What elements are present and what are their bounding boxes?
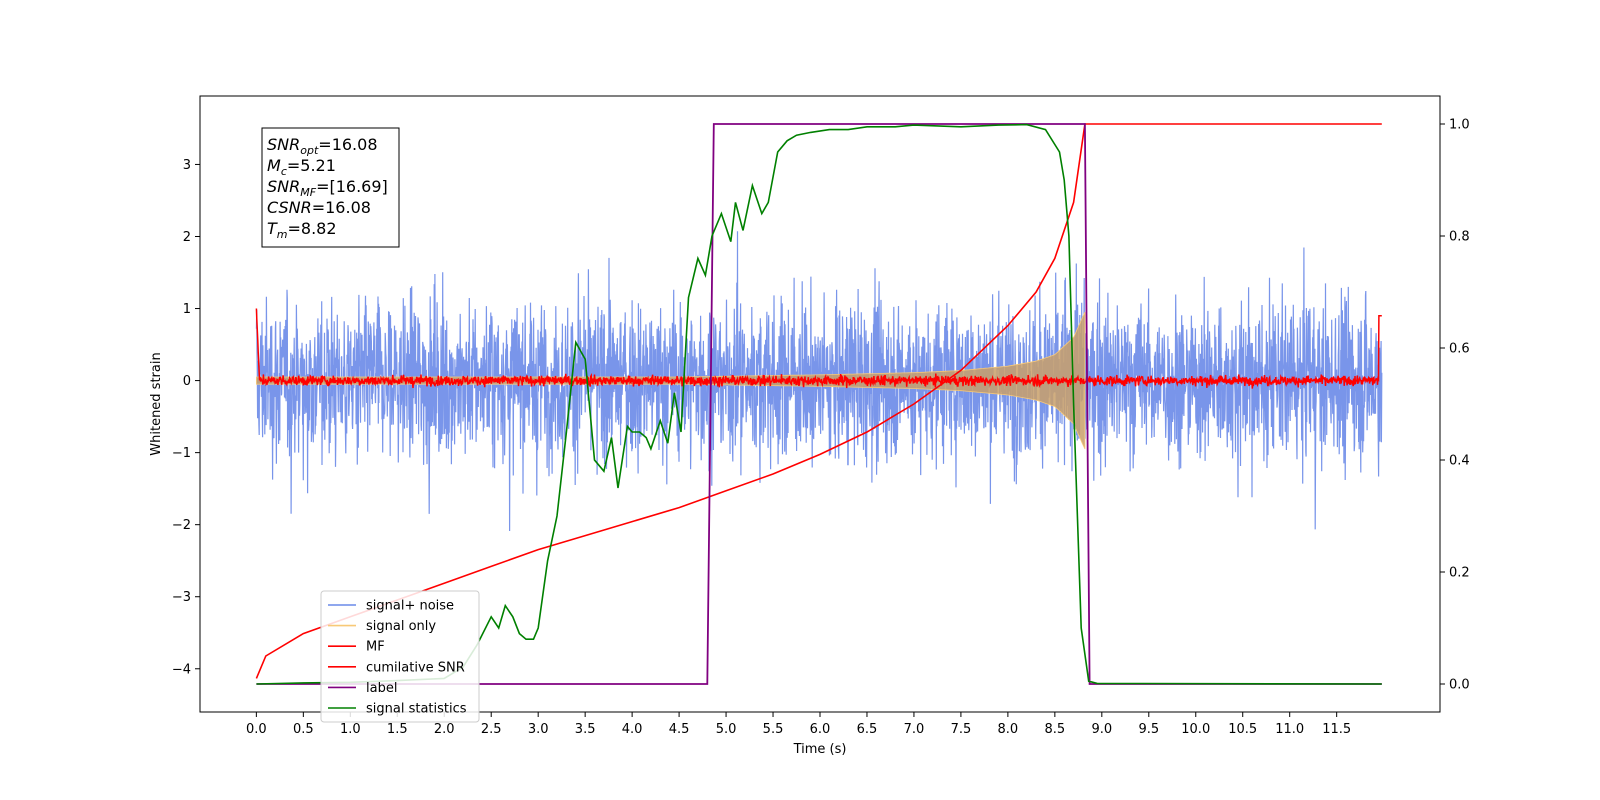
y-left-tick-label: −3 [172, 590, 191, 605]
annotation-csnr: CSNR=16.08 [267, 198, 371, 217]
series-signal-statistics [256, 123, 1382, 685]
legend-label: MF [366, 640, 385, 655]
annotation-snr-opt: SNRopt=16.08 [267, 135, 378, 157]
legend-item: signal+ noise [328, 599, 454, 614]
x-tick-label: 6.0 [810, 722, 831, 737]
y-left-tick-label: 1 [183, 302, 191, 317]
legend-item: signal only [328, 619, 436, 634]
legend-item: label [328, 681, 397, 696]
x-axis-label: Time (s) [793, 742, 847, 757]
x-tick-label: 2.5 [481, 722, 502, 737]
legend-item: MF [328, 640, 385, 655]
plot-area [255, 123, 1383, 685]
legend-item: signal statistics [328, 702, 467, 717]
x-tick-label: 8.5 [1045, 722, 1066, 737]
x-tick-label: 11.5 [1322, 722, 1351, 737]
x-tick-label: 3.0 [528, 722, 549, 737]
x-tick-label: 1.5 [387, 722, 408, 737]
annotation-box: SNRopt=16.08Mc=5.21SNRMF=[16.69]CSNR=16.… [261, 127, 400, 248]
legend-label: cumilative SNR [366, 660, 465, 675]
y-left-tick-label: 3 [183, 158, 191, 173]
annotation-frame [261, 127, 400, 248]
x-tick-label: 7.5 [951, 722, 972, 737]
x-tick-label: 9.5 [1138, 722, 1159, 737]
legend-item: cumilative SNR [328, 660, 465, 675]
y-right-tick-label: 0.0 [1449, 678, 1470, 693]
y-left-tick-label: 2 [183, 230, 191, 245]
y-right-tick-label: 0.8 [1449, 230, 1470, 245]
x-tick-label: 0.0 [246, 722, 267, 737]
x-tick-label: 5.5 [763, 722, 784, 737]
legend-label: label [366, 681, 397, 696]
annotation-mc: Mc=5.21 [267, 156, 336, 178]
x-tick-label: 2.0 [434, 722, 455, 737]
legend-label: signal statistics [366, 702, 467, 717]
x-tick-label: 9.0 [1091, 722, 1112, 737]
series-signal-noise [255, 231, 1383, 532]
plot-frame [199, 95, 1441, 713]
x-tick-label: 8.0 [998, 722, 1019, 737]
annotation-snr-mf: SNRMF=[16.69] [267, 177, 388, 199]
x-tick-label: 1.0 [340, 722, 361, 737]
legend: signal+ noise signal only MF cumilative SNR… [320, 590, 480, 723]
y-left-tick-label: −1 [172, 446, 191, 461]
y-right-tick-label: 1.0 [1449, 118, 1470, 133]
legend-label: signal only [366, 619, 436, 634]
x-axis-ticks: 0.0 0.5 1.0 1.5 2.0 2.5 3.0 3.5 4.0 4.5 5.0 5.5 6.0 6… [246, 712, 1351, 737]
series-mf [255, 308, 1382, 389]
y-left-tick-label: 0 [183, 374, 191, 389]
y-axis-left-ticks: −4 −3 −2 −1 0 1 2 3 [172, 158, 200, 677]
y-axis-right-ticks: 0.0 0.2 0.4 0.6 0.8 1.0 [1440, 118, 1470, 693]
y-axis-left-label: Whitened strain [149, 352, 164, 455]
y-right-tick-label: 0.6 [1449, 342, 1470, 357]
legend-frame [320, 590, 480, 723]
y-left-tick-label: −2 [172, 518, 191, 533]
x-tick-label: 11.0 [1275, 722, 1304, 737]
x-tick-label: 5.0 [716, 722, 737, 737]
x-tick-label: 6.5 [857, 722, 878, 737]
x-tick-label: 0.5 [293, 722, 314, 737]
x-tick-label: 3.5 [575, 722, 596, 737]
x-tick-label: 10.5 [1228, 722, 1257, 737]
x-tick-label: 10.0 [1181, 722, 1210, 737]
y-left-tick-label: −4 [172, 662, 191, 677]
y-right-tick-label: 0.2 [1449, 566, 1470, 581]
y-right-tick-label: 0.4 [1449, 454, 1470, 469]
annotation-tm: Tm=8.82 [267, 219, 337, 241]
x-tick-label: 4.5 [669, 722, 690, 737]
legend-label: signal+ noise [366, 599, 454, 614]
x-tick-label: 7.0 [904, 722, 925, 737]
x-tick-label: 4.0 [622, 722, 643, 737]
